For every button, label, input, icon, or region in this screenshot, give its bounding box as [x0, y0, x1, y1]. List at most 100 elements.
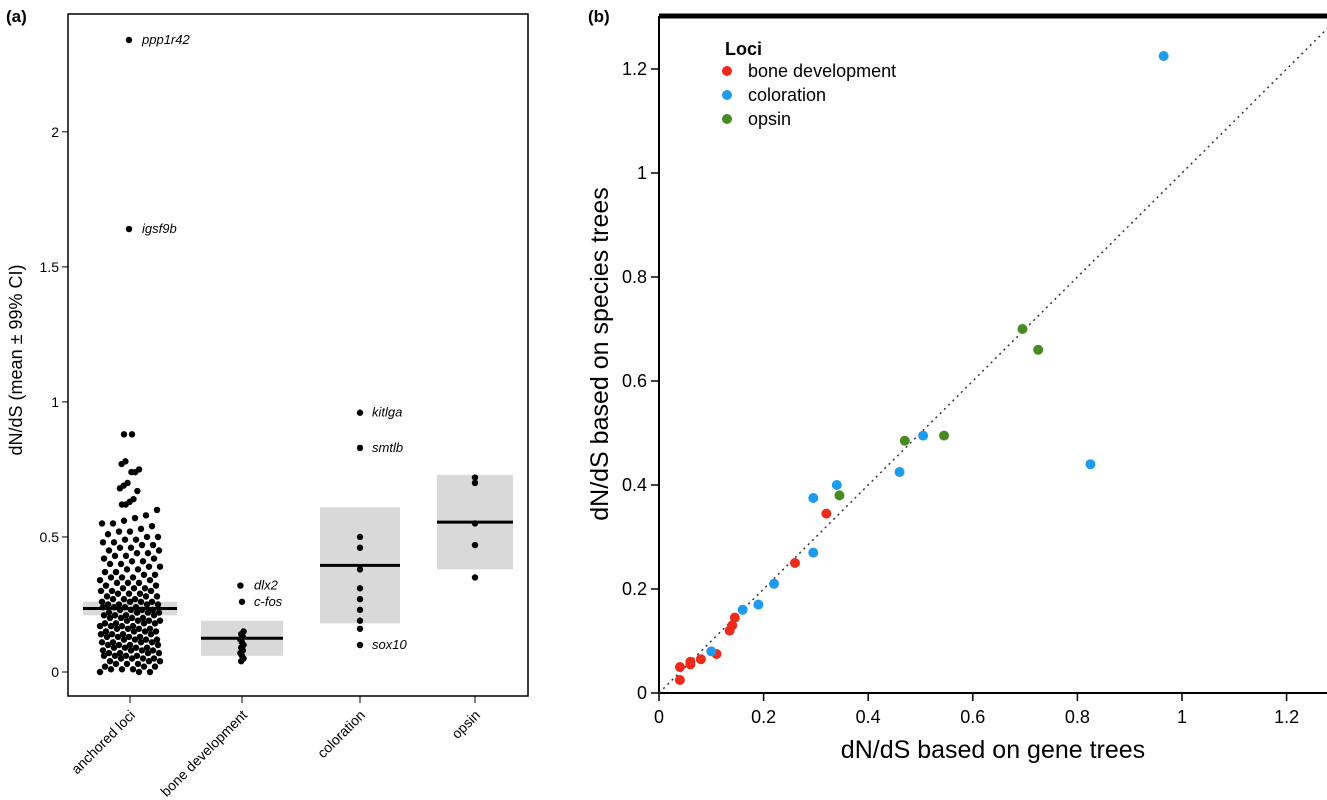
panel-b-y-tick-label: 0.8: [622, 267, 647, 287]
panel-b-point-bone-development: [674, 662, 685, 672]
panel-a-point-anchored-loci: [107, 666, 115, 673]
panel-a-point-anchored-loci: [109, 520, 117, 527]
panel-a-point-anchored-loci: [125, 633, 133, 641]
panel-a-point-anchored-loci: [98, 520, 106, 527]
panel-a-point-anchored-loci: [130, 585, 138, 592]
panel-a-point-bone-development: [237, 582, 244, 589]
panel-b-point-coloration: [918, 430, 929, 441]
panel-a-point-anchored-loci: [133, 652, 141, 659]
panel-a-point-anchored-loci: [146, 668, 154, 676]
panel-a-point-anchored-loci: [144, 649, 152, 657]
panel-a-point-anchored-loci: [137, 525, 145, 533]
panel-a-point-anchored-loci: [105, 609, 113, 616]
panel-a-y-tick-label: 2: [51, 124, 59, 140]
panel-b-legend: Loci bone development coloration opsin: [722, 39, 896, 129]
panel-a-x-tick-label-anchored-loci: anchored loci: [68, 707, 138, 777]
panel-b-point-opsin: [834, 490, 845, 501]
panel-a-point-anchored-loci: [101, 568, 109, 576]
panel-a-point-anchored-loci: [128, 614, 136, 622]
panel-b-y-tick-label: 1.2: [622, 59, 647, 79]
panel-a-point-anchored-loci: [119, 630, 127, 638]
panel-a-point-anchored-loci: [116, 544, 124, 551]
panel-a-point-bone-development: [238, 657, 245, 665]
panel-a-point-anchored-loci: [114, 633, 122, 641]
panel-a-point-anchored-loci: [148, 598, 156, 605]
panel-a-point-anchored-loci: [105, 649, 113, 657]
panel-a-point-anchored-loci: [151, 620, 159, 627]
legend-label-bone-development: bone development: [748, 61, 896, 81]
panel-a-point-anchored-loci: [100, 555, 108, 562]
panel-a-point-anchored-loci: [129, 574, 137, 581]
panel-a-marks: 0 0.5 1 1.5 2 anchored loci bone development co…: [40, 32, 513, 800]
panel-b-x-tick-label: 0.8: [1065, 707, 1090, 727]
panel-a-point-anchored-loci: [134, 660, 142, 668]
panel-a-point-anchored-loci: [108, 587, 116, 595]
panel-a-point-anchored-loci: [113, 579, 121, 587]
panel-a-point-anchored-loci: [132, 536, 140, 543]
panel-a-point-anchored-loci: [140, 571, 148, 578]
panel-a-x-tick-label-bone-development: bone development: [157, 707, 250, 800]
panel-a-point-anchored-loci: [155, 649, 163, 657]
panel-a-point-anchored-loci: [136, 633, 144, 641]
panel-a-point-anchored-loci: [112, 568, 120, 576]
panel-a-point-anchored-loci: [126, 528, 134, 535]
panel-a-point-anchored-loci: [151, 571, 159, 578]
panel-b-label: (b): [588, 7, 610, 26]
panel-b-point-coloration: [737, 604, 748, 615]
panel-a-point-anchored-loci: [120, 595, 128, 603]
panel-a-point-anchored-loci: [142, 593, 150, 600]
panel-a-point-anchored-loci: [120, 431, 128, 438]
panel-a-point-anchored-loci: [113, 625, 121, 632]
panel-a-point-anchored-loci: [151, 663, 159, 670]
panel-a-point-anchored-loci: [139, 655, 147, 662]
panel-a-point-anchored-loci: [125, 36, 133, 44]
panel-a-point-anchored-loci: [139, 614, 147, 622]
panel-a-point-anchored-loci: [144, 609, 152, 616]
panel-a-point-coloration: [356, 566, 364, 573]
panel-b-x-tick-label: 0.6: [960, 707, 985, 727]
panel-a-point-anchored-loci: [105, 547, 113, 554]
panel-a-annotation-kitlga: kitlga: [372, 405, 402, 420]
panel-a-point-anchored-loci: [118, 622, 126, 630]
panel-b-point-opsin: [939, 430, 950, 441]
panel-a-point-anchored-loci: [149, 647, 157, 654]
panel-a-point-anchored-loci: [123, 617, 131, 624]
legend-label-coloration: coloration: [748, 85, 826, 105]
panel-b-x-tick-label: 1: [1177, 707, 1187, 727]
panel-a-annotation-sox10: sox10: [372, 637, 407, 652]
panel-a-point-anchored-loci: [110, 644, 118, 651]
panel-a-point-anchored-loci: [126, 641, 134, 649]
panel-a-point-anchored-loci: [111, 552, 119, 560]
panel-a-point-anchored-loci: [138, 647, 146, 654]
panel-a-point-anchored-loci: [135, 668, 143, 676]
panel-a-point-anchored-loci: [153, 593, 161, 600]
panel-b-point-bone-development: [821, 508, 832, 519]
panel-b-y-tick-label: 0: [637, 683, 647, 703]
panel-a-y-tick-label: 1: [51, 394, 59, 410]
panel-a-point-anchored-loci: [131, 636, 139, 643]
panel-a-annotation-c-fos: c-fos: [254, 594, 283, 609]
panel-a-x-tick-label-opsin: opsin: [448, 707, 483, 742]
panel-a-point-anchored-loci: [118, 460, 125, 468]
panel-a-point-anchored-loci: [145, 657, 153, 665]
panel-a-point-coloration: [356, 409, 364, 416]
panel-a-point-anchored-loci: [108, 630, 116, 638]
panel-a-point-anchored-loci: [102, 582, 110, 589]
panel-a-point-anchored-loci: [101, 663, 109, 670]
panel-a-point-coloration: [356, 585, 364, 592]
panel-a-point-anchored-loci: [104, 601, 112, 608]
panel-b-point-coloration: [706, 646, 717, 657]
legend-marker-coloration: [722, 90, 732, 100]
panel-a-point-anchored-loci: [143, 601, 151, 608]
panel-a-point-anchored-loci: [124, 579, 132, 587]
panel-b-x-tick-label: 1.2: [1274, 707, 1299, 727]
panel-a-point-anchored-loci: [118, 574, 126, 581]
panel-a-point-anchored-loci: [99, 647, 107, 654]
panel-a-point-opsin: [471, 474, 479, 481]
panel-b-marks: 0 0.2 0.4 0.6 0.8 1 1.2 0 0.2 0.4 0.6 0.8 1 1.2: [622, 13, 1327, 727]
panel-a-point-anchored-loci: [150, 555, 158, 562]
panel-a-point-anchored-loci: [104, 531, 112, 538]
panel-a-point-anchored-loci: [152, 628, 160, 635]
panel-a-point-coloration: [356, 533, 364, 541]
